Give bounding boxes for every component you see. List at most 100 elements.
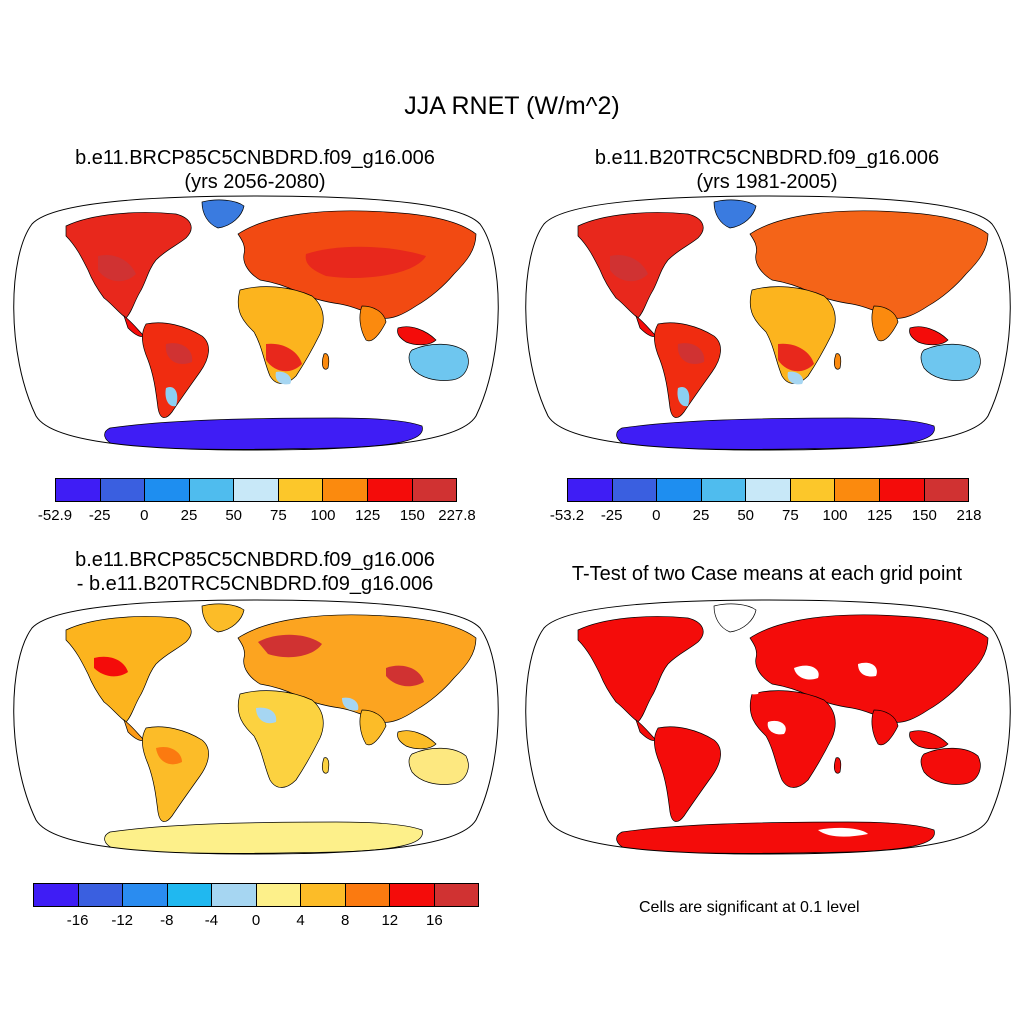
land-africa xyxy=(237,690,324,788)
land-shading-patch xyxy=(258,634,322,658)
land-se-asia xyxy=(909,730,949,750)
land-shading-patch xyxy=(256,707,277,724)
colorbar-label: 125 xyxy=(867,507,893,524)
land-shading-patch xyxy=(98,254,136,282)
land-australia xyxy=(920,343,981,381)
colorbar-box xyxy=(612,479,658,501)
colorbar-box xyxy=(145,479,190,501)
land-shading-patch xyxy=(610,254,648,282)
colorbar-box xyxy=(746,479,791,501)
map-future xyxy=(13,195,499,451)
colorbar-label: 50 xyxy=(737,507,754,524)
map-land-group xyxy=(577,603,989,854)
land-shading-patch xyxy=(767,720,786,735)
colorbar-box xyxy=(924,479,969,501)
colorbar-label: 25 xyxy=(180,507,198,524)
land-central-america xyxy=(635,719,657,741)
land-africa xyxy=(749,690,836,788)
land-india xyxy=(871,305,899,342)
colorbar-box xyxy=(345,884,390,906)
colorbar-label: -16 xyxy=(66,912,89,929)
colorbar-box xyxy=(167,884,212,906)
land-shading-patch xyxy=(794,665,819,680)
land-shading-patch xyxy=(677,343,705,364)
land-shading-patch xyxy=(305,246,426,278)
colorbar-box xyxy=(256,884,301,906)
land-shading-patch xyxy=(797,807,812,819)
land-greenland xyxy=(713,199,757,229)
land-shading-patch xyxy=(165,343,193,364)
map-land-group xyxy=(577,199,989,450)
colorbar-box xyxy=(212,884,257,906)
panel-title-difference: b.e11.BRCP85C5CNBDRD.f09_g16.006 - b.e11… xyxy=(5,548,505,596)
land-australia xyxy=(408,747,469,785)
land-central-america xyxy=(635,315,657,337)
panel-title-future-line2: (yrs 2056-2080) xyxy=(184,171,326,193)
colorbar-label: 12 xyxy=(381,912,399,929)
colorbar-box xyxy=(189,479,235,501)
land-antarctica xyxy=(616,417,935,450)
colorbar-box xyxy=(879,479,925,501)
land-south-america xyxy=(142,322,209,418)
land-shading-patch xyxy=(266,343,302,372)
map-boundary xyxy=(525,195,1011,451)
panel-title-difference-line2: - b.e11.B20TRC5CNBDRD.f09_g16.006 xyxy=(76,573,434,595)
colorbar-label: 75 xyxy=(269,507,287,524)
colorbar-box xyxy=(367,479,413,501)
colorbar-box xyxy=(835,479,880,501)
colorbar-box xyxy=(123,884,168,906)
colorbar-box xyxy=(278,479,324,501)
colorbar-box xyxy=(390,884,435,906)
colorbar-box xyxy=(657,479,702,501)
panel-title-historical-line2: (yrs 1981-2005) xyxy=(696,171,838,193)
colorbar-label: -8 xyxy=(160,912,174,929)
land-central-america xyxy=(123,719,145,741)
colorbar-box xyxy=(790,479,836,501)
colorbar-box xyxy=(78,884,123,906)
colorbar-label: -4 xyxy=(204,912,219,929)
colorbar-label: 50 xyxy=(225,507,242,524)
land-australia xyxy=(408,343,469,381)
colorbar-label: 0 xyxy=(140,507,149,524)
land-india xyxy=(871,709,899,746)
significance-note: Cells are significant at 0.1 level xyxy=(639,899,860,916)
land-madagascar xyxy=(322,757,330,774)
land-shading-patch xyxy=(165,386,178,407)
colorbar-label: -52.9 xyxy=(37,507,73,524)
colorbar-label: 100 xyxy=(310,507,336,524)
land-madagascar xyxy=(322,353,330,370)
panel-title-historical-line1: b.e11.B20TRC5CNBDRD.f09_g16.006 xyxy=(594,147,940,169)
land-greenland xyxy=(713,603,757,633)
land-se-asia xyxy=(397,326,437,346)
land-india xyxy=(359,305,387,342)
map-land-group xyxy=(65,199,477,450)
colorbar-label: 8 xyxy=(341,912,350,929)
land-south-america xyxy=(142,726,209,822)
map-historical xyxy=(525,195,1011,451)
panel-title-ttest: T-Test of two Case means at each grid po… xyxy=(517,562,1017,586)
colorbar-box xyxy=(234,479,279,501)
land-antarctica xyxy=(616,821,935,854)
panel-title-future: b.e11.BRCP85C5CNBDRD.f09_g16.006 (yrs 20… xyxy=(5,146,505,194)
map-land-group xyxy=(65,603,477,854)
land-shading-patch xyxy=(858,662,877,677)
colorbar-box xyxy=(568,479,613,501)
main-title: JJA RNET (W/m^2) xyxy=(404,92,620,120)
land-madagascar xyxy=(834,757,842,774)
land-shading-patch xyxy=(738,678,759,695)
land-shading-patch xyxy=(342,697,359,711)
land-shading-patch xyxy=(386,665,424,687)
land-se-asia xyxy=(909,326,949,346)
land-india xyxy=(359,709,387,746)
colorbar-label: -25 xyxy=(600,507,623,524)
colorbar-box xyxy=(301,884,346,906)
colorbar-box xyxy=(34,884,79,906)
panel-title-ttest-line1: T-Test of two Case means at each grid po… xyxy=(571,563,963,585)
colorbar-label: 25 xyxy=(692,507,710,524)
panel-title-historical: b.e11.B20TRC5CNBDRD.f09_g16.006 (yrs 198… xyxy=(517,146,1017,194)
colorbar-label: 100 xyxy=(822,507,848,524)
map-ttest xyxy=(525,599,1011,855)
map-boundary xyxy=(525,599,1011,855)
colorbar-label: -53.2 xyxy=(549,507,585,524)
colorbar-box xyxy=(56,479,101,501)
